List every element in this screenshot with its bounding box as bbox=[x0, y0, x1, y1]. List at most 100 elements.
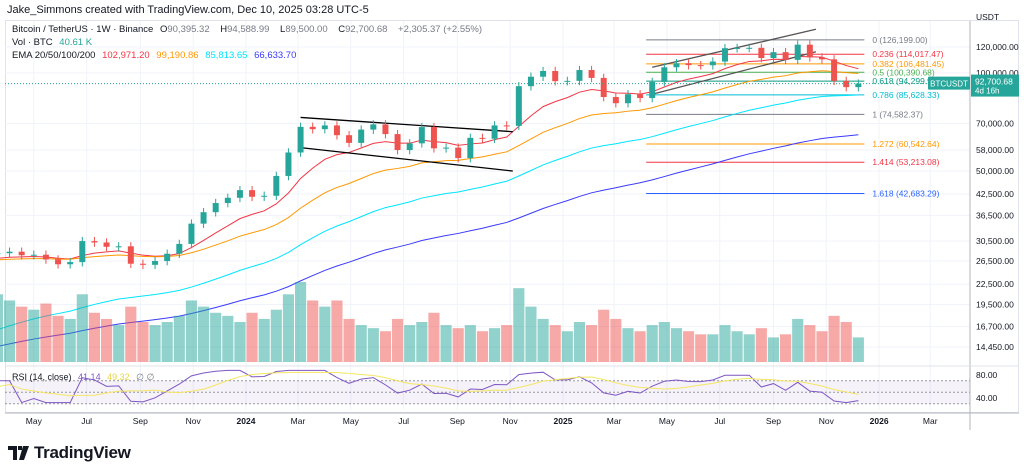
open-value: 90,395.32 bbox=[167, 24, 210, 35]
time-tick: Sep bbox=[450, 416, 465, 426]
ema-100-line bbox=[0, 94, 859, 330]
symbol-tag bbox=[928, 76, 970, 90]
time-tick: Nov bbox=[819, 416, 835, 426]
volume-bar bbox=[452, 328, 464, 362]
volume-bar bbox=[549, 325, 561, 362]
volume-bar bbox=[586, 325, 598, 362]
candle-body bbox=[515, 86, 522, 126]
volume-bar bbox=[197, 306, 210, 362]
candle-body bbox=[406, 143, 413, 151]
candle-body bbox=[285, 152, 292, 176]
candle-body bbox=[200, 212, 207, 224]
volume-bar bbox=[355, 325, 367, 362]
price-tick: 120,000.00 bbox=[976, 42, 1019, 52]
candle-body bbox=[139, 263, 146, 265]
time-tick: May bbox=[659, 416, 676, 426]
candle-body bbox=[806, 44, 813, 58]
candle-body bbox=[794, 44, 801, 60]
candle-body bbox=[758, 47, 765, 59]
candle-body bbox=[309, 126, 316, 130]
time-tick: Mar bbox=[923, 416, 938, 426]
candle-body bbox=[527, 76, 534, 87]
volume-bar bbox=[379, 331, 392, 362]
volume-bar bbox=[76, 294, 88, 362]
candle-body bbox=[673, 63, 680, 68]
price-tick: 26,500.00 bbox=[976, 256, 1014, 266]
volume-bar bbox=[780, 334, 792, 362]
volume-bar bbox=[282, 294, 295, 362]
candle-body bbox=[430, 127, 437, 149]
volume-bar bbox=[319, 306, 331, 362]
volume-bar bbox=[767, 337, 780, 362]
candle-body bbox=[709, 61, 716, 66]
volume-bar bbox=[573, 322, 586, 362]
candle-body bbox=[321, 125, 328, 130]
volume-bar bbox=[852, 337, 864, 362]
candle-body bbox=[467, 137, 474, 159]
volume-bar bbox=[222, 315, 234, 362]
fib-level-label: 1.618 (42,683.29) bbox=[872, 188, 939, 198]
candle-body bbox=[734, 47, 741, 49]
volume-bar bbox=[307, 300, 319, 362]
volume-bar bbox=[331, 300, 343, 362]
candle-body bbox=[443, 147, 450, 149]
candle-body bbox=[164, 253, 171, 262]
volume-bar bbox=[404, 325, 416, 362]
candle-body bbox=[358, 129, 365, 143]
candle-body bbox=[479, 137, 486, 139]
volume-bar bbox=[173, 315, 185, 362]
volume-bar bbox=[40, 303, 52, 362]
change-value: +2,305.37 (+2.55%) bbox=[398, 24, 483, 35]
candle-body bbox=[697, 65, 704, 67]
volume-bar bbox=[416, 322, 428, 362]
candle-body bbox=[224, 197, 231, 204]
time-tick: Jul bbox=[714, 416, 725, 426]
tradingview-logo[interactable]: TradingView bbox=[8, 443, 131, 463]
time-tick: Sep bbox=[133, 416, 148, 426]
candle-body bbox=[576, 70, 583, 81]
ema-legend: EMA 20/50/100/200 102,971.20 99,190.86 8… bbox=[12, 50, 300, 61]
fib-level-label: 1 (74,582.37) bbox=[872, 109, 923, 119]
price-tick: 70,000.00 bbox=[976, 118, 1014, 128]
ema-100-value: 85,813.65 bbox=[205, 50, 248, 61]
volume-bar bbox=[149, 325, 161, 362]
volume-bar bbox=[731, 331, 743, 362]
time-tick: Sep bbox=[766, 416, 781, 426]
axis-unit: USDT bbox=[976, 12, 999, 22]
volume-bar bbox=[804, 325, 816, 362]
candle-body bbox=[176, 243, 183, 254]
volume-bar bbox=[258, 318, 270, 362]
rsi-tick: 80.00 bbox=[976, 370, 998, 380]
candle-body bbox=[91, 241, 98, 243]
fib-level-label: 0.5 (100,390.68) bbox=[872, 67, 935, 77]
volume-bar bbox=[464, 325, 476, 362]
price-tick: 100,000.00 bbox=[976, 68, 1019, 78]
candle-body bbox=[770, 52, 777, 59]
volume-bar bbox=[598, 309, 610, 362]
candle-body bbox=[552, 71, 559, 82]
candle-body bbox=[540, 71, 547, 77]
volume-bar bbox=[816, 331, 828, 362]
volume-bar bbox=[367, 328, 379, 362]
volume-bar bbox=[707, 334, 719, 362]
trendline bbox=[652, 28, 817, 68]
volume-bar bbox=[428, 312, 440, 362]
volume-bar bbox=[719, 325, 731, 362]
candle-body bbox=[455, 147, 462, 159]
price-tick: 22,500.00 bbox=[976, 279, 1014, 289]
time-tick: Nov bbox=[503, 416, 519, 426]
volume-bar bbox=[234, 322, 246, 362]
candle-body bbox=[649, 81, 656, 99]
volume-bar bbox=[440, 325, 452, 362]
volume-bar bbox=[125, 306, 137, 362]
fib-level-label: 1.414 (53,213.08) bbox=[872, 157, 939, 167]
volume-value: 40.61 K bbox=[59, 37, 93, 48]
candle-body bbox=[855, 83, 862, 88]
candle-body bbox=[127, 246, 134, 264]
fib-level-label: 0.236 (114,017.47) bbox=[872, 49, 943, 59]
time-tick: May bbox=[26, 416, 43, 426]
volume-bar bbox=[343, 318, 355, 362]
volume-bar bbox=[476, 331, 489, 362]
candle-body bbox=[236, 190, 243, 198]
